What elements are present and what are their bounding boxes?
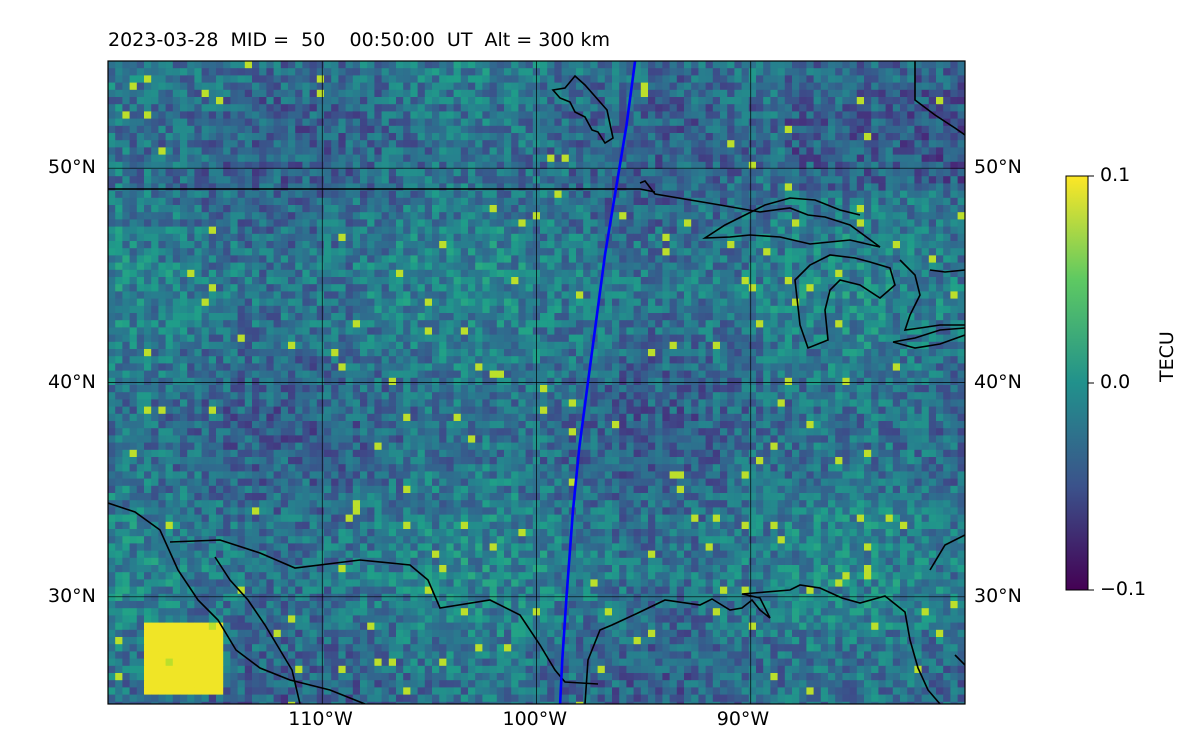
- lake-erie-outline: [892, 327, 965, 349]
- x-tick-label: 110°W: [288, 708, 353, 730]
- y-tick-label-right: 30°N: [974, 584, 1022, 607]
- colorbar-tick-label: 0.1: [1100, 164, 1131, 186]
- lake-ontario-outline: [929, 269, 965, 273]
- map-title: 2023-03-28 MID = 50 00:50:00 UT Alt = 30…: [108, 29, 611, 51]
- lake-superior-outline: [639, 180, 881, 248]
- baja-peninsula-outline: [108, 502, 366, 704]
- atlantic-coast-outline: [954, 654, 965, 666]
- colorbar-tick-label: 0.0: [1100, 371, 1131, 393]
- us-canada-border: [108, 188, 656, 193]
- x-tick-label: 100°W: [502, 708, 568, 730]
- tec-cells: [108, 61, 965, 704]
- florida-outline: [929, 534, 965, 571]
- y-tick-label-right: 40°N: [974, 370, 1022, 393]
- colorbar-ticks: [1088, 175, 1094, 591]
- colorbar: [1065, 175, 1094, 591]
- us-mexico-border: [169, 539, 599, 685]
- lake-huron-outline: [899, 259, 965, 331]
- gulf-coast-outline: [584, 584, 941, 704]
- colorbar-gradient: [1065, 175, 1089, 591]
- graticule: [108, 61, 965, 704]
- gulf-of-california-outline: [214, 556, 301, 704]
- x-tick-label: 90°W: [716, 708, 770, 730]
- y-tick-label-left: 30°N: [48, 584, 96, 607]
- y-tick-label-right: 50°N: [974, 156, 1022, 179]
- colorbar-tick-label: −0.1: [1100, 578, 1147, 600]
- map-frame: [107, 60, 966, 705]
- coastlines: [108, 61, 965, 704]
- lake-winnipeg-outline: [551, 74, 614, 145]
- y-tick-label-left: 40°N: [48, 370, 96, 393]
- colorbar-label: TECU: [1156, 331, 1178, 382]
- hudson-bay-outline: [914, 61, 965, 136]
- satellite-track-line: [558, 61, 637, 704]
- y-tick-label-left: 50°N: [48, 156, 96, 179]
- lake-michigan-outline: [794, 254, 896, 350]
- tec-map-area: [107, 60, 966, 705]
